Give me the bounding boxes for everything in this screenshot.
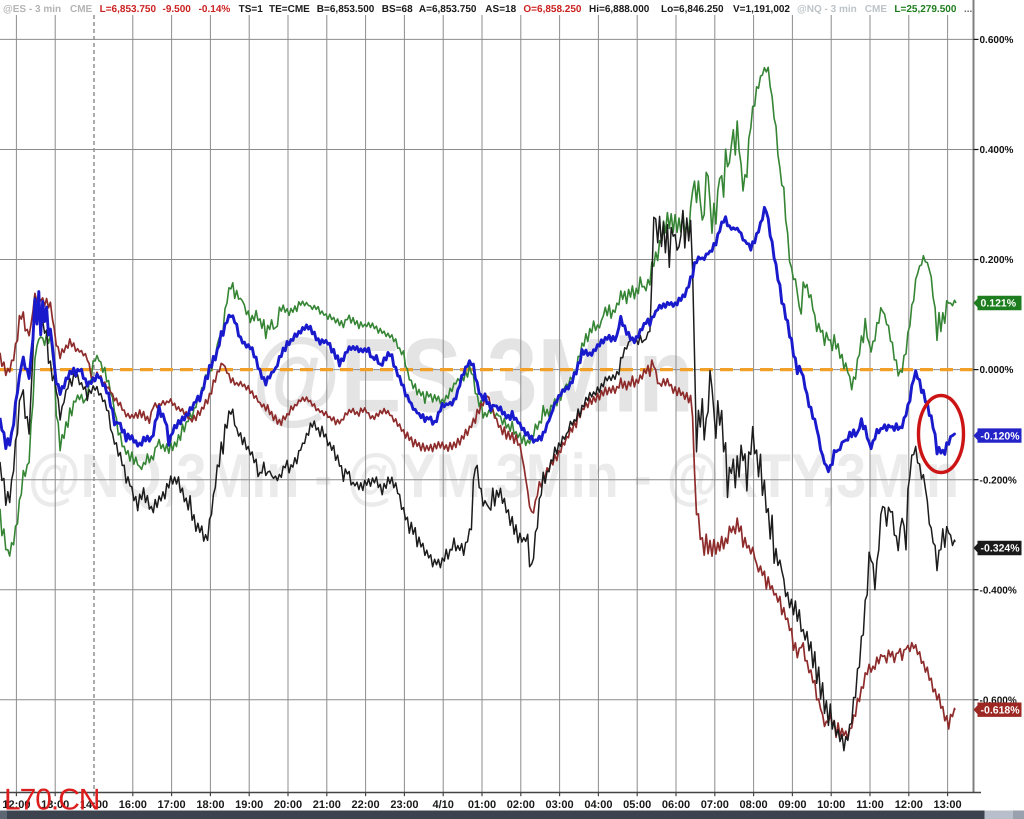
svg-text:12:00: 12:00 [895,799,923,811]
svg-text:18:00: 18:00 [196,799,224,811]
svg-text:0.200%: 0.200% [980,255,1014,266]
svg-text:-0.120%: -0.120% [981,430,1021,442]
svg-text:Hi=6,888.000: Hi=6,888.000 [589,4,650,15]
svg-text:02:00: 02:00 [507,799,535,811]
svg-text:0.000%: 0.000% [980,365,1014,376]
svg-text:CME: CME [865,4,888,15]
svg-text:-0.400%: -0.400% [980,585,1017,596]
svg-text:O=6,858.250: O=6,858.250 [523,4,582,15]
svg-text:0.600%: 0.600% [980,35,1014,46]
svg-text:08:00: 08:00 [740,799,768,811]
svg-text:14:00: 14:00 [80,799,108,811]
svg-text:05:00: 05:00 [623,799,651,811]
svg-text:12:00: 12:00 [2,799,30,811]
svg-text:09:00: 09:00 [778,799,806,811]
svg-text:20:00: 20:00 [274,799,302,811]
svg-text:10:00: 10:00 [817,799,845,811]
svg-text:04:00: 04:00 [584,799,612,811]
svg-text:B=6,853.500: B=6,853.500 [317,4,375,15]
svg-text:-0.600%: -0.600% [980,695,1017,706]
svg-text:23:00: 23:00 [390,799,418,811]
svg-text:19:00: 19:00 [235,799,263,811]
svg-text:13:00: 13:00 [934,799,962,811]
svg-text:03:00: 03:00 [546,799,574,811]
svg-text:L=6,853.750: L=6,853.750 [100,4,157,15]
svg-text:@ES - 3 min: @ES - 3 min [3,4,61,15]
svg-text:Lo=6,846.250: Lo=6,846.250 [661,4,724,15]
svg-text:11:00: 11:00 [856,799,884,811]
svg-text:-0.324%: -0.324% [981,543,1021,555]
svg-text:4/10: 4/10 [432,799,453,811]
svg-text:06:00: 06:00 [662,799,690,811]
svg-text:AS=18: AS=18 [485,4,516,15]
svg-text:CME: CME [70,4,93,15]
svg-text:@NQ - 3 min: @NQ - 3 min [797,4,857,15]
svg-text:BS=68: BS=68 [382,4,413,15]
svg-text:07:00: 07:00 [701,799,729,811]
svg-text:-0.14%: -0.14% [199,4,231,15]
svg-text:13:00: 13:00 [41,799,69,811]
svg-text:-0.618%: -0.618% [981,704,1021,716]
svg-text:16:00: 16:00 [119,799,147,811]
svg-text:TE=CME: TE=CME [269,4,310,15]
svg-text:A=6,853.750: A=6,853.750 [419,4,477,15]
svg-text:L=25,279.500: L=25,279.500 [894,4,956,15]
svg-text:V=1,191,002: V=1,191,002 [733,4,790,15]
svg-text:0.121%: 0.121% [981,298,1017,310]
svg-text:-0.200%: -0.200% [980,475,1017,486]
svg-text:TS=1: TS=1 [239,4,264,15]
svg-text:17:00: 17:00 [158,799,186,811]
svg-text:-9.500: -9.500 [163,4,192,15]
svg-text:22:00: 22:00 [352,799,380,811]
svg-text:0.400%: 0.400% [980,145,1014,156]
svg-text:...: ... [964,4,973,15]
svg-text:21:00: 21:00 [313,799,341,811]
svg-text:01:00: 01:00 [468,799,496,811]
